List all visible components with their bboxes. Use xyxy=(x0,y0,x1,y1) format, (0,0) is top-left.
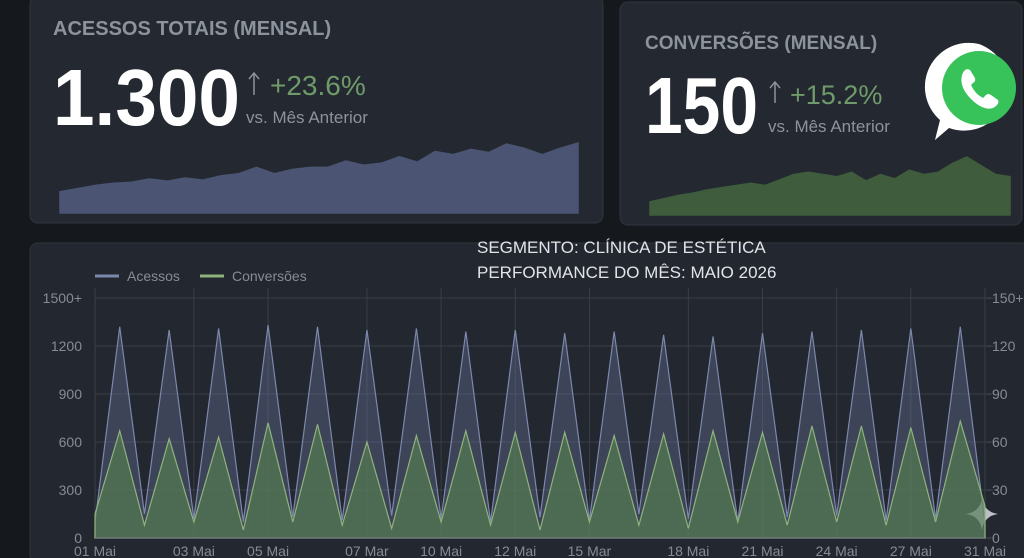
card-title: ACESSOS TOTAIS (MENSAL) xyxy=(53,18,331,40)
y-tick-label: 1500+ xyxy=(43,290,82,306)
card-comparison: vs. Mês Anterior xyxy=(246,108,368,127)
card-value: 1.300 xyxy=(53,53,240,142)
up-arrow xyxy=(769,80,781,103)
up-arrow xyxy=(248,71,260,95)
header-segment: SEGMENTO: CLÍNICA DE ESTÉTICA xyxy=(477,238,766,257)
y-tick-label: 1200 xyxy=(51,338,82,354)
x-tick-label: 07 Mar xyxy=(345,543,389,558)
x-tick-label: 03 Mai xyxy=(173,543,215,558)
header-period: PERFORMANCE DO MÊS: MAIO 2026 xyxy=(477,263,776,282)
y-tick-label: 600 xyxy=(59,434,83,450)
x-tick-label: 12 Mai xyxy=(494,543,536,558)
y2-tick-label: 60 xyxy=(992,434,1008,450)
card-title: CONVERSÕES (MENSAL) xyxy=(645,32,877,54)
whatsapp-icon xyxy=(924,42,1016,140)
y2-tick-label: 0 xyxy=(992,530,1000,546)
card-change: +15.2% xyxy=(790,80,882,110)
y2-tick-label: 150+ xyxy=(992,290,1024,306)
y2-tick-label: 120 xyxy=(992,338,1016,354)
sparkline-area xyxy=(649,156,1011,216)
x-tick-label: 05 Mai xyxy=(247,543,289,558)
x-tick-label: 31 Mai xyxy=(964,543,1006,558)
card-conversions xyxy=(619,1,1023,226)
y-tick-label: 300 xyxy=(59,482,83,498)
y-tick-label: 0 xyxy=(74,530,82,546)
y-tick-label: 900 xyxy=(59,386,83,402)
x-tick-label: 27 Mai xyxy=(890,543,932,558)
x-tick-label: 21 Mai xyxy=(741,543,783,558)
x-tick-label: 18 Mai xyxy=(667,543,709,558)
x-tick-label: 01 Mai xyxy=(74,543,116,558)
y2-tick-label: 30 xyxy=(992,482,1008,498)
sparkline-area xyxy=(59,141,579,214)
x-tick-label: 15 Mar xyxy=(568,543,612,558)
card-value: 150 xyxy=(645,61,758,150)
legend-label: Conversões xyxy=(232,268,307,284)
x-tick-label: 10 Mai xyxy=(420,543,462,558)
x-tick-label: 24 Mai xyxy=(816,543,858,558)
legend-label: Acessos xyxy=(127,268,180,284)
y2-tick-label: 90 xyxy=(992,386,1008,402)
card-comparison: vs. Mês Anterior xyxy=(768,117,890,136)
series-area xyxy=(94,418,986,539)
card-change: +23.6% xyxy=(270,70,366,101)
